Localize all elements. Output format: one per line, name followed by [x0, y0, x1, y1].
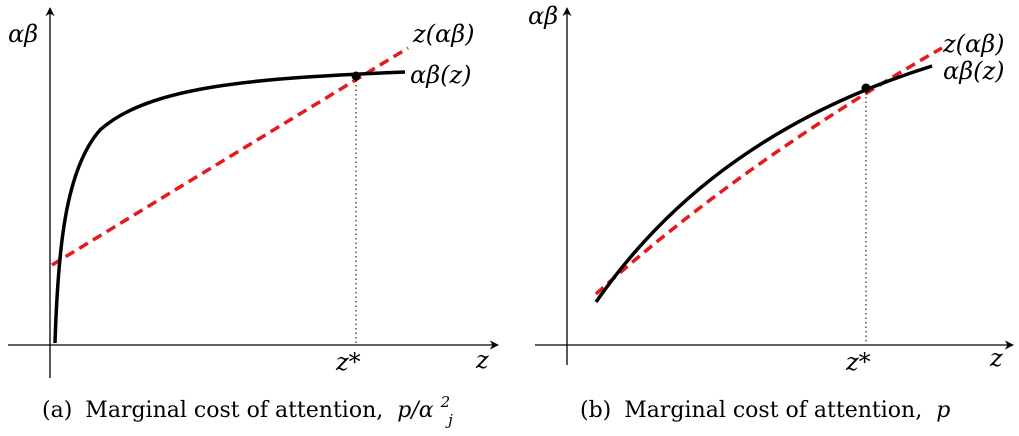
caption-b: (b) Marginal cost of attention, p	[580, 398, 950, 423]
y-axis-label: αβ	[528, 2, 558, 30]
z-star-label: z*	[845, 348, 871, 376]
caption-prefix: (a)	[42, 398, 72, 423]
panel-b: αβ z z(αβ) αβ(z) z* (b) Marginal cost of…	[528, 2, 1014, 423]
x-axis-label: z	[475, 346, 489, 374]
caption-math: p	[936, 398, 950, 423]
curve-label: αβ(z)	[943, 57, 1004, 85]
line-label: z(αβ)	[412, 20, 474, 48]
y-axis-label: αβ	[8, 20, 38, 48]
curve-label: αβ(z)	[410, 61, 471, 89]
caption-text: Marginal cost of attention,	[85, 398, 390, 423]
alphabeta-of-z-curve	[53, 70, 406, 344]
caption-sup: 2	[440, 393, 451, 411]
caption-a: (a) Marginal cost of attention, p/α 2 j	[42, 388, 457, 429]
caption-math: p/α	[397, 398, 433, 423]
z-star-label: z*	[335, 348, 361, 376]
caption-prefix: (b)	[580, 398, 611, 423]
alphabeta-of-z-curve	[594, 64, 933, 303]
intersection-point	[351, 71, 361, 81]
panel-a: αβ z z(αβ) αβ(z) z* (a) Marginal cost of…	[8, 7, 499, 429]
line-label: z(αβ)	[942, 30, 1004, 58]
z-of-alphabeta-line	[51, 46, 409, 267]
caption-sub: j	[445, 411, 453, 429]
caption-text: Marginal cost of attention,	[624, 398, 929, 423]
z-of-alphabeta-line	[594, 46, 943, 296]
x-axis-label: z	[989, 344, 1003, 372]
intersection-point	[861, 83, 871, 93]
